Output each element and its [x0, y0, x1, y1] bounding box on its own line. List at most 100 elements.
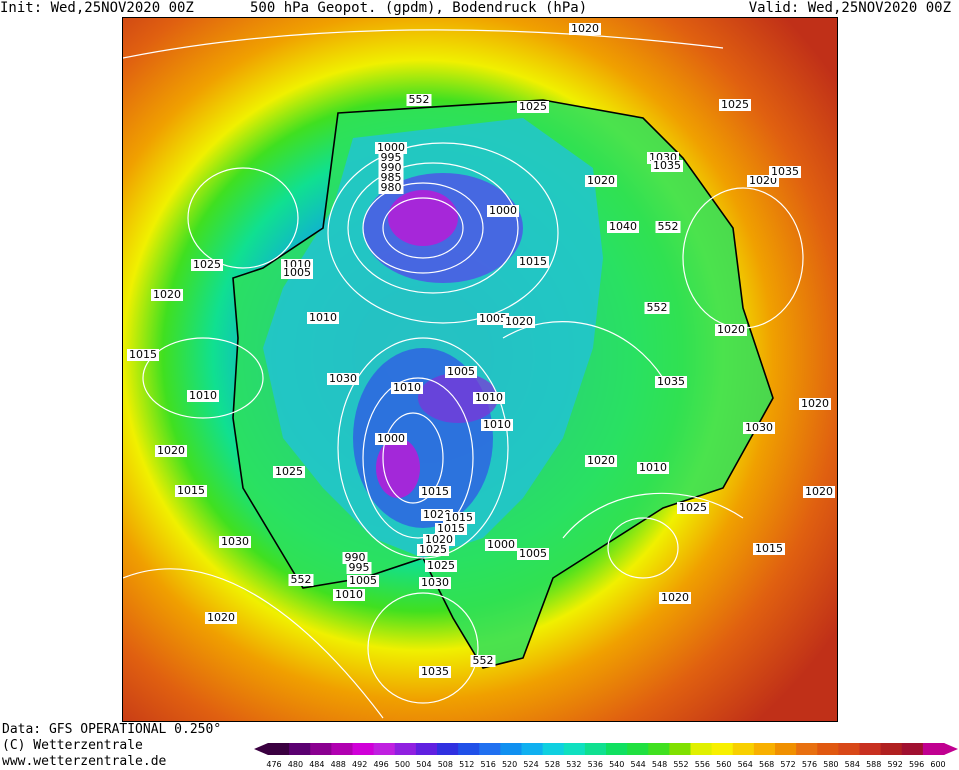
pressure-label-box [281, 267, 313, 279]
legend-tick-label: 584 [845, 760, 860, 769]
legend-tick-label: 600 [930, 760, 945, 769]
pressure-label-box [333, 589, 365, 601]
pressure-label-box [655, 376, 687, 388]
geopotential-label-box [644, 302, 670, 314]
pressure-label: 990 [345, 551, 366, 564]
legend-swatch [352, 743, 375, 755]
legend-swatch [521, 743, 544, 755]
pressure-label-box [753, 543, 785, 555]
legend-tick-label: 480 [288, 760, 303, 769]
legend-swatch [373, 743, 396, 755]
pressure-label: 1020 [157, 444, 185, 457]
geopotential-label: 552 [291, 573, 312, 586]
pressure-label-box [191, 259, 223, 271]
isobars [123, 29, 804, 719]
pressure-label: 1005 [519, 547, 547, 560]
pressure-label-box [417, 544, 449, 556]
pressure-label-box [445, 366, 477, 378]
pressure-label-box [607, 221, 639, 233]
pressure-label-box [481, 419, 513, 431]
pressure-label: 1010 [335, 588, 363, 601]
pressure-label: 1000 [489, 204, 517, 217]
legend-tick-label: 488 [331, 760, 346, 769]
pressure-label: 1020 [805, 485, 833, 498]
geopotential-label: 552 [409, 93, 430, 106]
pressure-label-box [517, 101, 549, 113]
pressure-label-box [127, 349, 159, 361]
legend-tick-label: 492 [352, 760, 367, 769]
geopotential-label: 552 [647, 301, 668, 314]
data-source-label: Data: GFS OPERATIONAL 0.250° [2, 722, 222, 737]
legend-tick-label: 528 [545, 760, 560, 769]
legend-tick-label: 588 [866, 760, 881, 769]
pressure-label-box [443, 512, 475, 524]
legend-swatch [415, 743, 438, 755]
legend-swatch [901, 743, 924, 755]
geopotential-label: 552 [473, 654, 494, 667]
legend-tick-label: 484 [309, 760, 324, 769]
legend-swatch [817, 743, 839, 755]
legend-swatch [584, 743, 607, 755]
pressure-label-box [391, 382, 423, 394]
legend-tick-label: 512 [459, 760, 474, 769]
pressure-label: 995 [381, 151, 402, 164]
legend-swatch [669, 743, 691, 755]
pressure-label-box [743, 422, 775, 434]
pressure-label-box [378, 182, 404, 194]
pressure-label-box [187, 390, 219, 402]
legend-tick-label: 508 [438, 760, 453, 769]
legend-tick-label: 532 [566, 760, 581, 769]
pressure-label: 1040 [609, 220, 637, 233]
geopotential-label: 552 [658, 220, 679, 233]
legend-swatch [859, 743, 882, 755]
pressure-label-box [715, 324, 747, 336]
pressure-label: 1015 [437, 522, 465, 535]
pressure-label: 1010 [483, 418, 511, 431]
pressure-label-box [435, 523, 467, 535]
legend-swatch [310, 743, 332, 755]
legend-swatch [437, 743, 459, 755]
pressure-label: 1010 [639, 461, 667, 474]
legend-swatch [606, 743, 628, 755]
weather-map: 552 552 552 552 552 1020 1025 1025 1030 1035 1020… [122, 17, 838, 722]
color-legend: 476 480 484 488 492 496 500 504 508 512 516 520 524 5… [254, 743, 958, 769]
pressure-label: 980 [381, 181, 402, 194]
pressure-label: 1035 [771, 165, 799, 178]
pressure-label-box [175, 485, 207, 497]
legend-tick-label: 592 [888, 760, 903, 769]
legend-swatch [690, 743, 713, 755]
pressure-label-box [517, 548, 549, 560]
pressure-label-box [347, 575, 379, 587]
pressure-label: 1015 [519, 255, 547, 268]
pressure-label-box [473, 392, 505, 404]
pressure-label: 1000 [487, 538, 515, 551]
pressure-label: 1020 [661, 591, 689, 604]
legend-swatch [775, 743, 797, 755]
legend-swatch [458, 743, 480, 755]
geopotential-labels: 552 552 552 552 552 [288, 93, 681, 667]
legend-tick-label: 476 [266, 760, 281, 769]
pressure-label: 1025 [721, 98, 749, 111]
pressure-label: 1025 [679, 501, 707, 514]
legend-tick-label: 556 [695, 760, 710, 769]
pressure-label-box [769, 166, 801, 178]
website-link[interactable]: www.wetterzentrale.de [2, 754, 167, 769]
legend-swatch [732, 743, 755, 755]
pressure-label: 1025 [419, 543, 447, 556]
legend-tick-label: 596 [909, 760, 924, 769]
pressure-label: 1025 [193, 258, 221, 271]
pressure-label-box [651, 160, 683, 172]
legend-tick-label: 524 [523, 760, 538, 769]
legend-tick-label: 544 [630, 760, 645, 769]
pressure-label: 1015 [421, 485, 449, 498]
pressure-label: 1020 [425, 533, 453, 546]
legend-swatch [796, 743, 818, 755]
pressure-label: 1000 [377, 432, 405, 445]
legend-tick-label: 564 [738, 760, 753, 769]
legend-swatch [880, 743, 903, 755]
legend-tick-label: 568 [759, 760, 774, 769]
pressure-label-box [342, 552, 368, 564]
legend-tick-label: 500 [395, 760, 410, 769]
pressure-label: 1015 [445, 511, 473, 524]
